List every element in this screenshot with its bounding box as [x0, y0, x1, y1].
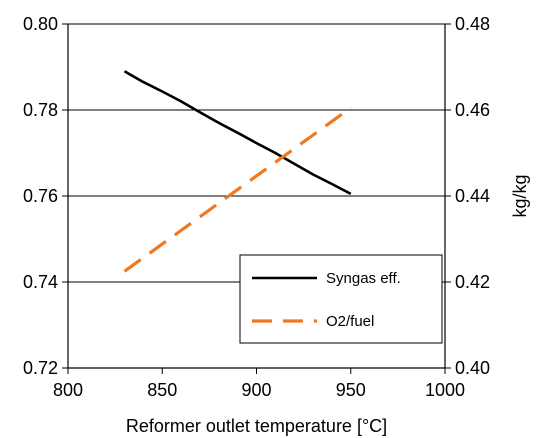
x-tick-label: 950: [336, 380, 366, 400]
x-tick-label: 800: [53, 380, 83, 400]
series-line: [123, 106, 352, 273]
y2-tick-label: 0.44: [455, 186, 490, 206]
tick-labels: 0.80 0.78 0.76 0.74 0.72 0.48 0.46 0.44 0.42 0.40…: [23, 14, 490, 400]
series-line: [123, 70, 352, 196]
legend-items: Syngas eff. O2/fuel: [252, 270, 401, 330]
x-tick-label: 850: [147, 380, 177, 400]
legend-label: O2/fuel: [326, 313, 374, 330]
y2-tick-label: 0.42: [455, 272, 490, 292]
legend: Syngas eff. O2/fuel: [239, 254, 443, 344]
y2-tick-label: 0.40: [455, 358, 490, 378]
legend-box: [239, 254, 443, 344]
x-axis-title: Reformer outlet temperature [°C]: [126, 416, 387, 436]
y2-tick-label: 0.48: [455, 14, 490, 34]
y-tick-label: 0.72: [23, 358, 58, 378]
y-tick-label: 0.80: [23, 14, 58, 34]
series-layer: [123, 70, 352, 273]
y2-tick-label: 0.46: [455, 100, 490, 120]
legend-label: Syngas eff.: [326, 270, 401, 287]
y-tick-label: 0.74: [23, 272, 58, 292]
y2-axis-title: kg/kg: [510, 174, 530, 217]
x-tick-label: 900: [241, 380, 271, 400]
y-tick-label: 0.78: [23, 100, 58, 120]
x-tick-label: 1000: [425, 380, 465, 400]
axes: [62, 23, 451, 374]
y-tick-label: 0.76: [23, 186, 58, 206]
